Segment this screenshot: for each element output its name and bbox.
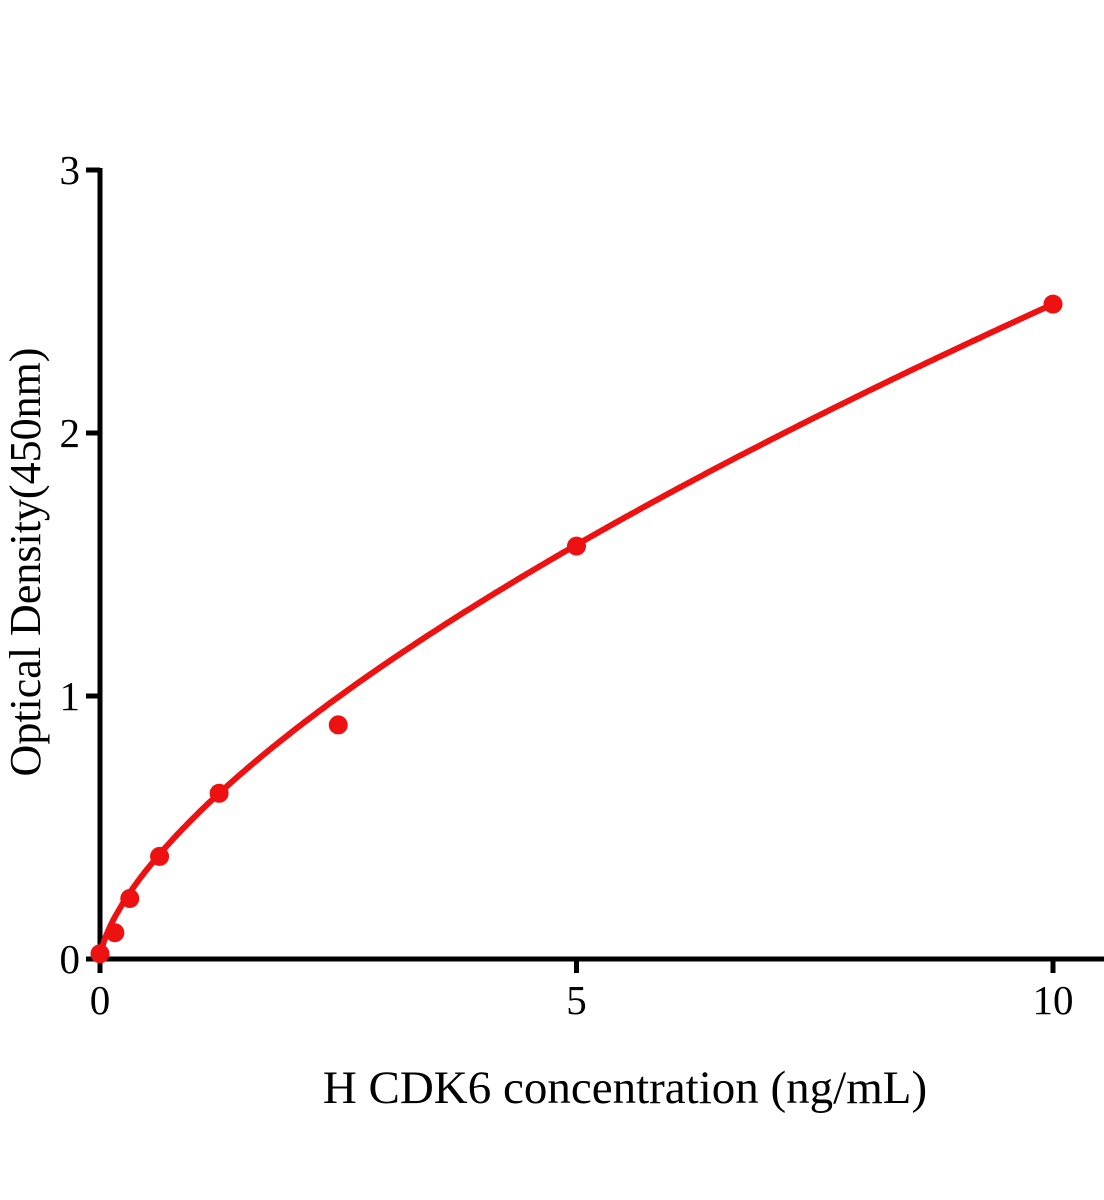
y-tick-label: 1 <box>60 673 81 719</box>
y-tick-label: 2 <box>60 410 81 456</box>
y-axis-title: Optical Density(450nm) <box>1 348 50 777</box>
fit-curve <box>97 301 1056 962</box>
x-tick-label: 5 <box>566 977 587 1023</box>
axis-tick-labels: 0 1 2 3 0 5 10 <box>60 147 1074 1023</box>
data-point <box>150 846 170 866</box>
axis-ticks <box>86 167 1056 973</box>
x-tick-label: 0 <box>90 977 111 1023</box>
data-point <box>90 944 110 964</box>
y-tick-label: 3 <box>60 147 81 193</box>
data-point <box>328 715 348 735</box>
axes <box>97 168 1104 962</box>
y-tick-label: 0 <box>60 936 81 982</box>
data-point <box>209 783 229 803</box>
data-points <box>90 294 1063 964</box>
x-tick-label: 10 <box>1033 977 1074 1023</box>
data-point <box>120 889 140 909</box>
x-axis-title: H CDK6 concentration (ng/mL) <box>323 1062 927 1114</box>
data-point <box>105 923 125 943</box>
data-point <box>567 536 586 556</box>
data-point <box>1043 294 1063 314</box>
